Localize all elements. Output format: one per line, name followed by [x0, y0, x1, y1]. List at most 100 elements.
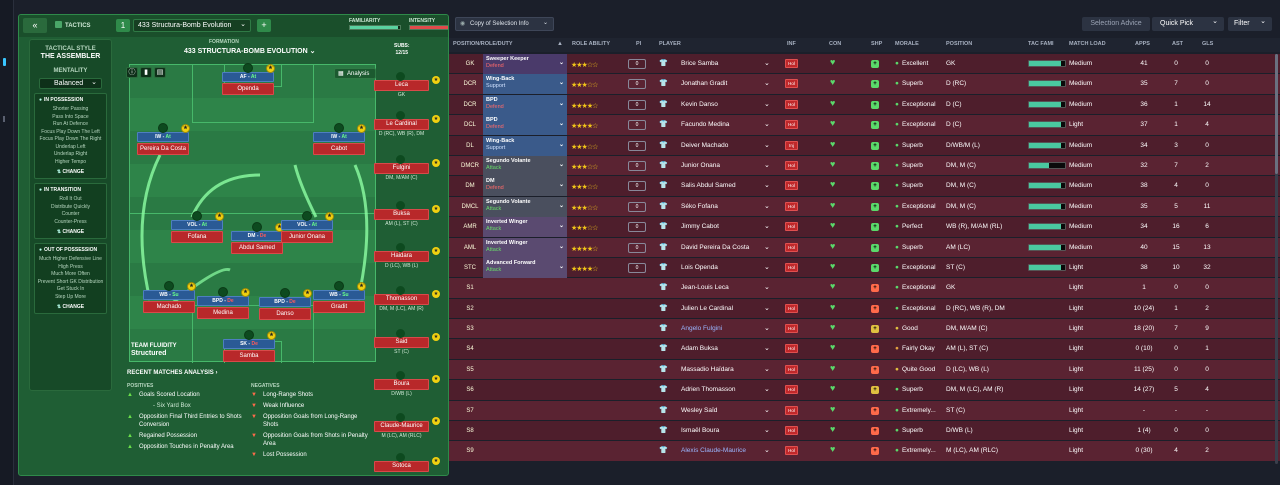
player-instructions-button[interactable]: 0	[628, 181, 646, 192]
bench-player[interactable]: Fulgini DM, M/AM (C) ★	[374, 155, 440, 183]
formation-select[interactable]: 433 STRUCTURA-BOMB EVOLUTION	[184, 47, 316, 55]
player-chevron-icon[interactable]: ⌄	[764, 161, 770, 169]
player-name-tag[interactable]: Fofana	[171, 231, 223, 243]
bench-player-name[interactable]: Le Cardinal	[374, 119, 429, 130]
bench-player-name[interactable]: Said	[374, 337, 429, 348]
bench-player-name[interactable]: Haidara	[374, 251, 429, 262]
table-scrollbar[interactable]	[1275, 54, 1278, 464]
pitch-player[interactable]: BPD - De Danso ★	[259, 288, 312, 321]
in-transition-change-button[interactable]: CHANGE	[35, 229, 106, 235]
bench-player[interactable]: Thomasson DM, M (LC), AM (R) ★	[374, 286, 440, 314]
in-possession-change-button[interactable]: CHANGE	[35, 169, 106, 175]
player-name-tag[interactable]: Medina	[197, 307, 249, 319]
player-name[interactable]: Séko Fofana	[681, 202, 718, 210]
player-instructions-button[interactable]: 0	[628, 160, 646, 171]
bench-player-name[interactable]: Fulgini	[374, 163, 429, 174]
player-name[interactable]: Salis Abdul Samed	[681, 182, 736, 190]
table-row[interactable]: AML Inverted Winger Attack ⌄ ★★★★☆ 0 👕 David Pe…	[449, 237, 1280, 258]
player-chevron-icon[interactable]: ⌄	[764, 100, 770, 108]
player-chevron-icon[interactable]: ⌄	[764, 243, 770, 251]
player-name[interactable]: Jimmy Cabot	[681, 223, 719, 231]
player-chevron-icon[interactable]: ⌄	[764, 60, 770, 67]
player-name-tag[interactable]: Openda	[222, 83, 274, 95]
table-row[interactable]: STC Advanced Forward Attack ⌄ ★★★★☆ 0 👕 Lois Op…	[449, 257, 1280, 279]
collapse-button[interactable]: «	[23, 18, 47, 33]
mentality-select[interactable]: Balanced	[39, 78, 102, 89]
selection-advice-button[interactable]: Selection Advice	[1082, 17, 1150, 31]
bench-player-name[interactable]: Sotoca	[374, 461, 429, 472]
player-chevron-icon[interactable]: ⌄	[764, 202, 770, 210]
intensity-bar[interactable]	[409, 25, 448, 30]
role-duty-select[interactable]: DM Defend ⌄	[483, 176, 567, 197]
bench-player-name[interactable]: Boura	[374, 379, 429, 390]
table-row[interactable]: DCL BPD Defend ⌄ ★★★★☆ 0 👕 Facundo Medina ⌄ Hol ♥ +…	[449, 115, 1280, 136]
col-ast[interactable]: AST	[1172, 41, 1183, 47]
bench-player[interactable]: Buksa AM (L), ST (C) ★	[374, 201, 440, 229]
table-row[interactable]: DL Wing-Back Support ⌄ ★★★☆☆ 0 👕 Deiver Machado…	[449, 135, 1280, 156]
familiarity-bar[interactable]	[349, 25, 401, 30]
pitch-player[interactable]: BPD - De Medina ★	[197, 287, 250, 320]
pitch-player[interactable]: DM - De Abdul Samed ★	[231, 222, 284, 255]
bench-player[interactable]: Claude-Maurice M (LC), AM (RLC) ★	[374, 413, 440, 441]
col-inf[interactable]: INF	[787, 41, 796, 47]
analysis-button[interactable]: Analysis	[334, 68, 376, 79]
info-icon[interactable]: ⓘ	[126, 67, 138, 78]
role-label[interactable]: BPD - De	[259, 297, 311, 307]
player-name[interactable]: Adam Buksa	[681, 345, 718, 353]
role-duty-select[interactable]: BPD Defend ⌄	[483, 115, 567, 136]
player-instructions-button[interactable]: 0	[628, 242, 646, 253]
player-name-tag[interactable]: Samba	[223, 350, 275, 362]
col-player[interactable]: PLAYER	[659, 41, 681, 47]
scrollbar-thumb[interactable]	[1275, 54, 1278, 174]
sort-up-icon[interactable]: ▲	[557, 41, 563, 47]
bench-player[interactable]: Haidara D (LC), WB (L) ★	[374, 243, 440, 271]
col-shp[interactable]: SHP	[871, 41, 883, 47]
tactic-slot-button[interactable]: 1	[116, 19, 130, 32]
role-label[interactable]: VOL - At	[281, 220, 333, 230]
bench-player[interactable]: Said ST (C) ★	[374, 329, 440, 357]
col-pi[interactable]: PI	[636, 41, 642, 47]
col-match-load[interactable]: MATCH LOAD	[1069, 41, 1106, 47]
player-name[interactable]: Deiver Machado	[681, 141, 729, 149]
table-row[interactable]: S6 👕 Adrien Thomasson ⌄ Hol ♥ + Superb DM, M (LC…	[449, 380, 1280, 401]
player-chevron-icon[interactable]: ⌄	[764, 386, 770, 394]
bench-player-name[interactable]: Buksa	[374, 209, 429, 220]
player-chevron-icon[interactable]: ⌄	[764, 121, 770, 129]
table-row[interactable]: S5 👕 Massadio Haïdara ⌄ Hol ♥ + Quite Good D (LC…	[449, 359, 1280, 381]
player-name[interactable]: Ismaël Boura	[681, 427, 720, 435]
role-label[interactable]: DM - De	[231, 231, 283, 241]
bench-player[interactable]: Boura D/WB (L) ★	[374, 371, 440, 399]
player-name-tag[interactable]: Junior Onana	[281, 231, 333, 243]
quick-pick-button[interactable]: Quick Pick	[1152, 15, 1224, 31]
player-name[interactable]: Brice Samba	[681, 60, 719, 67]
player-name[interactable]: Kevin Danso	[681, 100, 718, 108]
bench-player-name[interactable]: Claude-Maurice	[374, 421, 429, 432]
player-instructions-button[interactable]: 0	[628, 59, 646, 69]
nav-indicator[interactable]	[3, 116, 5, 122]
table-row[interactable]: S9 👕 Alexis Claude-Maurice ⌄ Hol ♥ + Extremely.…	[449, 441, 1280, 462]
role-label[interactable]: BPD - De	[197, 296, 249, 306]
bench-player-name[interactable]: Thomasson	[374, 294, 429, 305]
role-duty-select[interactable]: Segundo Volante Attack ⌄	[483, 196, 567, 217]
role-label[interactable]: SK - De	[223, 339, 275, 349]
filter-button[interactable]: Filter	[1228, 15, 1272, 31]
player-chevron-icon[interactable]: ⌄	[764, 284, 770, 292]
player-chevron-icon[interactable]: ⌄	[764, 141, 770, 149]
player-chevron-icon[interactable]: ⌄	[764, 80, 770, 88]
role-duty-select[interactable]: BPD Defend ⌄	[483, 94, 567, 115]
table-row[interactable]: S7 👕 Wesley Saïd ⌄ Hol ♥ + Extremely... ST (C) Li…	[449, 400, 1280, 422]
role-label[interactable]: AF - At	[222, 72, 274, 82]
table-row[interactable]: DMCR Segundo Volante Attack ⌄ ★★★☆☆ 0 👕 Junior …	[449, 155, 1280, 177]
player-instructions-button[interactable]: 0	[628, 201, 646, 212]
player-name-tag[interactable]: Machado	[143, 301, 195, 313]
player-instructions-button[interactable]: 0	[628, 140, 646, 151]
player-name[interactable]: Alexis Claude-Maurice	[681, 447, 747, 455]
bench-player[interactable]: Leca GK ★	[374, 72, 440, 100]
table-row[interactable]: S2 👕 Julien Le Cardinal ⌄ Hol ♥ + Exceptional D …	[449, 298, 1280, 320]
bench-player[interactable]: Sotoca ★	[374, 453, 440, 475]
player-chevron-icon[interactable]: ⌄	[764, 263, 770, 271]
col-position-rating[interactable]: POSITION	[946, 41, 973, 47]
player-chevron-icon[interactable]: ⌄	[764, 223, 770, 231]
player-instructions-button[interactable]: 0	[628, 79, 646, 90]
player-chevron-icon[interactable]: ⌄	[764, 325, 770, 333]
